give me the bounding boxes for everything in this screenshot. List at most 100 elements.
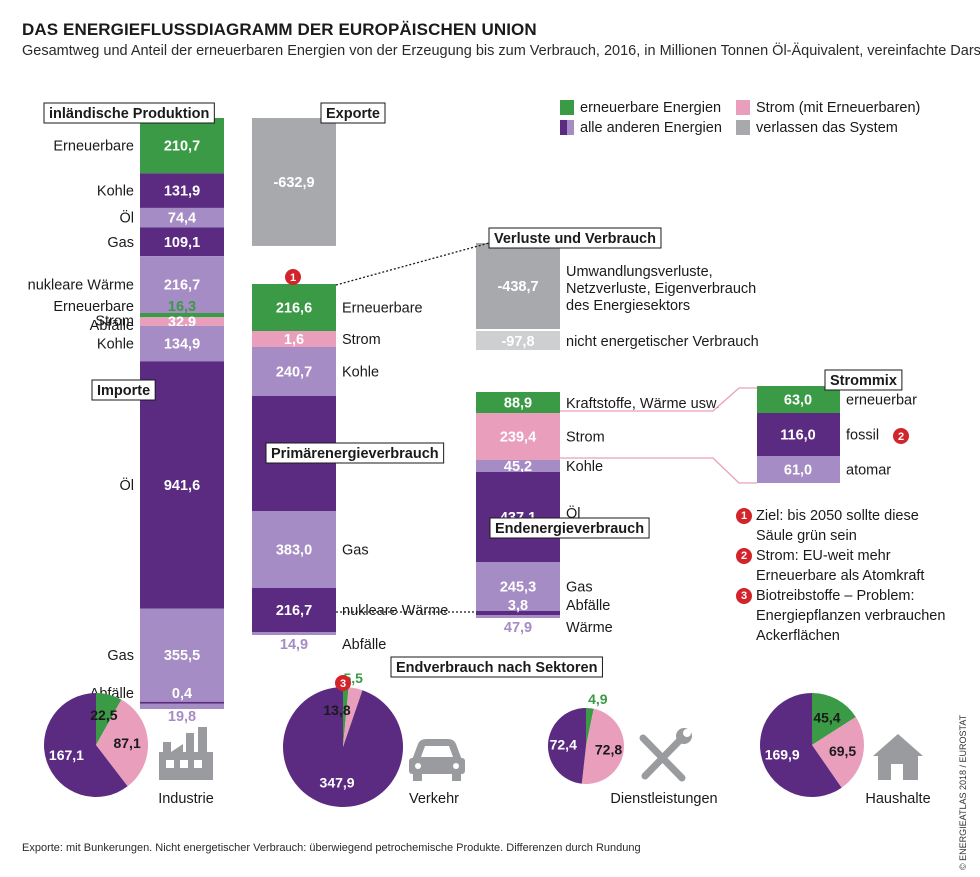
legend-swatch-2-b <box>567 120 574 135</box>
final-bar-4 <box>476 562 560 611</box>
car-icon-wheel-right <box>452 772 461 781</box>
pie-1-slice-1 <box>343 687 363 747</box>
imports-value-5: 0,4 <box>172 686 192 702</box>
primary-bar-5 <box>252 588 336 632</box>
pie-1-slice-2 <box>283 687 404 807</box>
primary-category-5: nukleare Wärme <box>342 603 448 619</box>
strommix-category-1: fossil <box>846 428 879 444</box>
final-bar-1 <box>476 413 560 460</box>
strommix-value-1: 116,0 <box>780 428 816 444</box>
production-category-2: Öl <box>120 209 135 227</box>
imports-bar-2 <box>140 325 224 362</box>
factory-icon-roof <box>171 744 183 752</box>
note-1: 1 Ziel: bis 2050 sollte diese Säule grün … <box>736 506 956 546</box>
header-strommix-text: Strommix <box>830 373 897 389</box>
pie-0-slice-2 <box>44 693 128 797</box>
primary-bar-6 <box>252 632 336 635</box>
header-production-box <box>43 102 215 124</box>
factory-icon-part-3 <box>186 733 194 754</box>
pie-0-value-2: 167,1 <box>49 747 84 763</box>
factory-icon-part-1 <box>163 742 171 754</box>
car-icon-body <box>409 758 465 774</box>
primary-value-5: 216,7 <box>276 603 312 619</box>
production-category-0: Erneuerbare <box>53 139 134 155</box>
primary-category-6: Abfälle <box>342 637 386 653</box>
header-sectors-text: Endverbrauch nach Sektoren <box>396 660 597 676</box>
footnote: Exporte: mit Bunkerungen. Nicht energeti… <box>22 842 641 854</box>
house-icon-door <box>891 764 903 780</box>
marker-2-strommix-num: 2 <box>898 431 904 443</box>
imports-value-6: 19,8 <box>168 709 196 725</box>
factory-icon <box>159 727 213 780</box>
imports-bar-5 <box>140 701 224 704</box>
car-icon-light-left <box>415 763 421 769</box>
primary-category-4: Gas <box>342 543 369 559</box>
header-exports-box <box>320 102 386 124</box>
header-production-text: inländische Produktion <box>49 106 209 122</box>
header-final: Endenergieverbrauch <box>489 517 650 539</box>
pie-3-slice-0 <box>812 693 856 745</box>
primary-value-1: 1,6 <box>284 332 304 348</box>
losses-value-0: -438,7 <box>497 279 538 295</box>
final-category-1: Strom <box>566 430 605 446</box>
legend-label-2: alle anderen Energien <box>580 120 722 136</box>
imports-value-2: 134,9 <box>164 337 200 353</box>
primary-category-2: Kohle <box>342 365 379 381</box>
legend-swatch-1 <box>736 100 750 115</box>
pie-3-slice-1 <box>812 716 865 788</box>
imports-category-3: Öl <box>120 476 135 494</box>
imports-bar-4 <box>140 608 224 702</box>
strommix-category-2: atomar <box>846 463 891 479</box>
header-strommix-box <box>824 369 903 391</box>
legend-swatch-0 <box>560 100 574 115</box>
note-2: 2 Strom: EU-weit mehr Erneuerbare als Ato… <box>736 546 956 586</box>
production-value-4: 216,7 <box>164 278 200 294</box>
note-1-marker: 1 <box>736 508 752 524</box>
header-losses-box <box>488 227 662 249</box>
imports-category-2: Kohle <box>97 337 134 353</box>
house-icon <box>873 734 923 780</box>
header-final-box <box>489 517 650 539</box>
factory-icon-window-2 <box>194 760 202 768</box>
final-bar-3 <box>476 472 560 562</box>
legend-swatch-2-a <box>560 120 567 135</box>
losses-value-1: -97,8 <box>501 334 534 350</box>
marker-1-primary <box>285 269 301 285</box>
primary-bar-4 <box>252 511 336 588</box>
imports-category-4: Gas <box>107 648 134 664</box>
header-strommix: Strommix <box>824 369 903 391</box>
primary-bar-1 <box>252 331 336 347</box>
imports-value-3: 941,6 <box>164 478 200 494</box>
marker-3-verkehr-num: 3 <box>340 678 346 690</box>
pie-3-value-2: 169,9 <box>765 746 800 762</box>
final-bar-2 <box>476 460 560 472</box>
pie-2-slice-1 <box>581 708 625 785</box>
connector-dotted-losses <box>335 242 490 286</box>
note-2-marker: 2 <box>736 548 752 564</box>
sector-name-2: Dienstleistungen <box>610 791 717 807</box>
car-icon-light-right <box>453 763 459 769</box>
final-value-5: 3,8 <box>508 598 528 614</box>
header-imports-box <box>91 379 156 401</box>
pie-0-value-1: 87,1 <box>113 735 140 751</box>
header-primary-text: Primärenergieverbrauch <box>271 446 439 462</box>
production-category-1: Kohle <box>97 184 134 200</box>
imports-bar-3 <box>140 361 224 609</box>
pie-3-value-0: 45,4 <box>813 710 840 726</box>
factory-icon-window-0 <box>166 760 174 768</box>
pie-2-value-0: 4,9 <box>588 691 608 707</box>
final-category-0: Kraftstoffe, Wärme usw. <box>566 396 720 412</box>
legend-label-3: verlassen das System <box>756 120 898 136</box>
header-final-text: Endenergieverbrauch <box>495 521 644 537</box>
marker-3-verkehr <box>335 675 351 691</box>
strommix-value-0: 63,0 <box>784 393 812 409</box>
imports-bar-0 <box>140 313 224 318</box>
primary-category-0: Erneuerbare <box>342 301 423 317</box>
pie-0-slice-1 <box>96 699 149 787</box>
production-category-5: Abfälle <box>90 318 134 334</box>
production-value-0: 210,7 <box>164 139 200 155</box>
production-value-1: 131,9 <box>164 184 200 200</box>
note-1-text: Ziel: bis 2050 sollte diese Säule grün s… <box>756 508 919 544</box>
